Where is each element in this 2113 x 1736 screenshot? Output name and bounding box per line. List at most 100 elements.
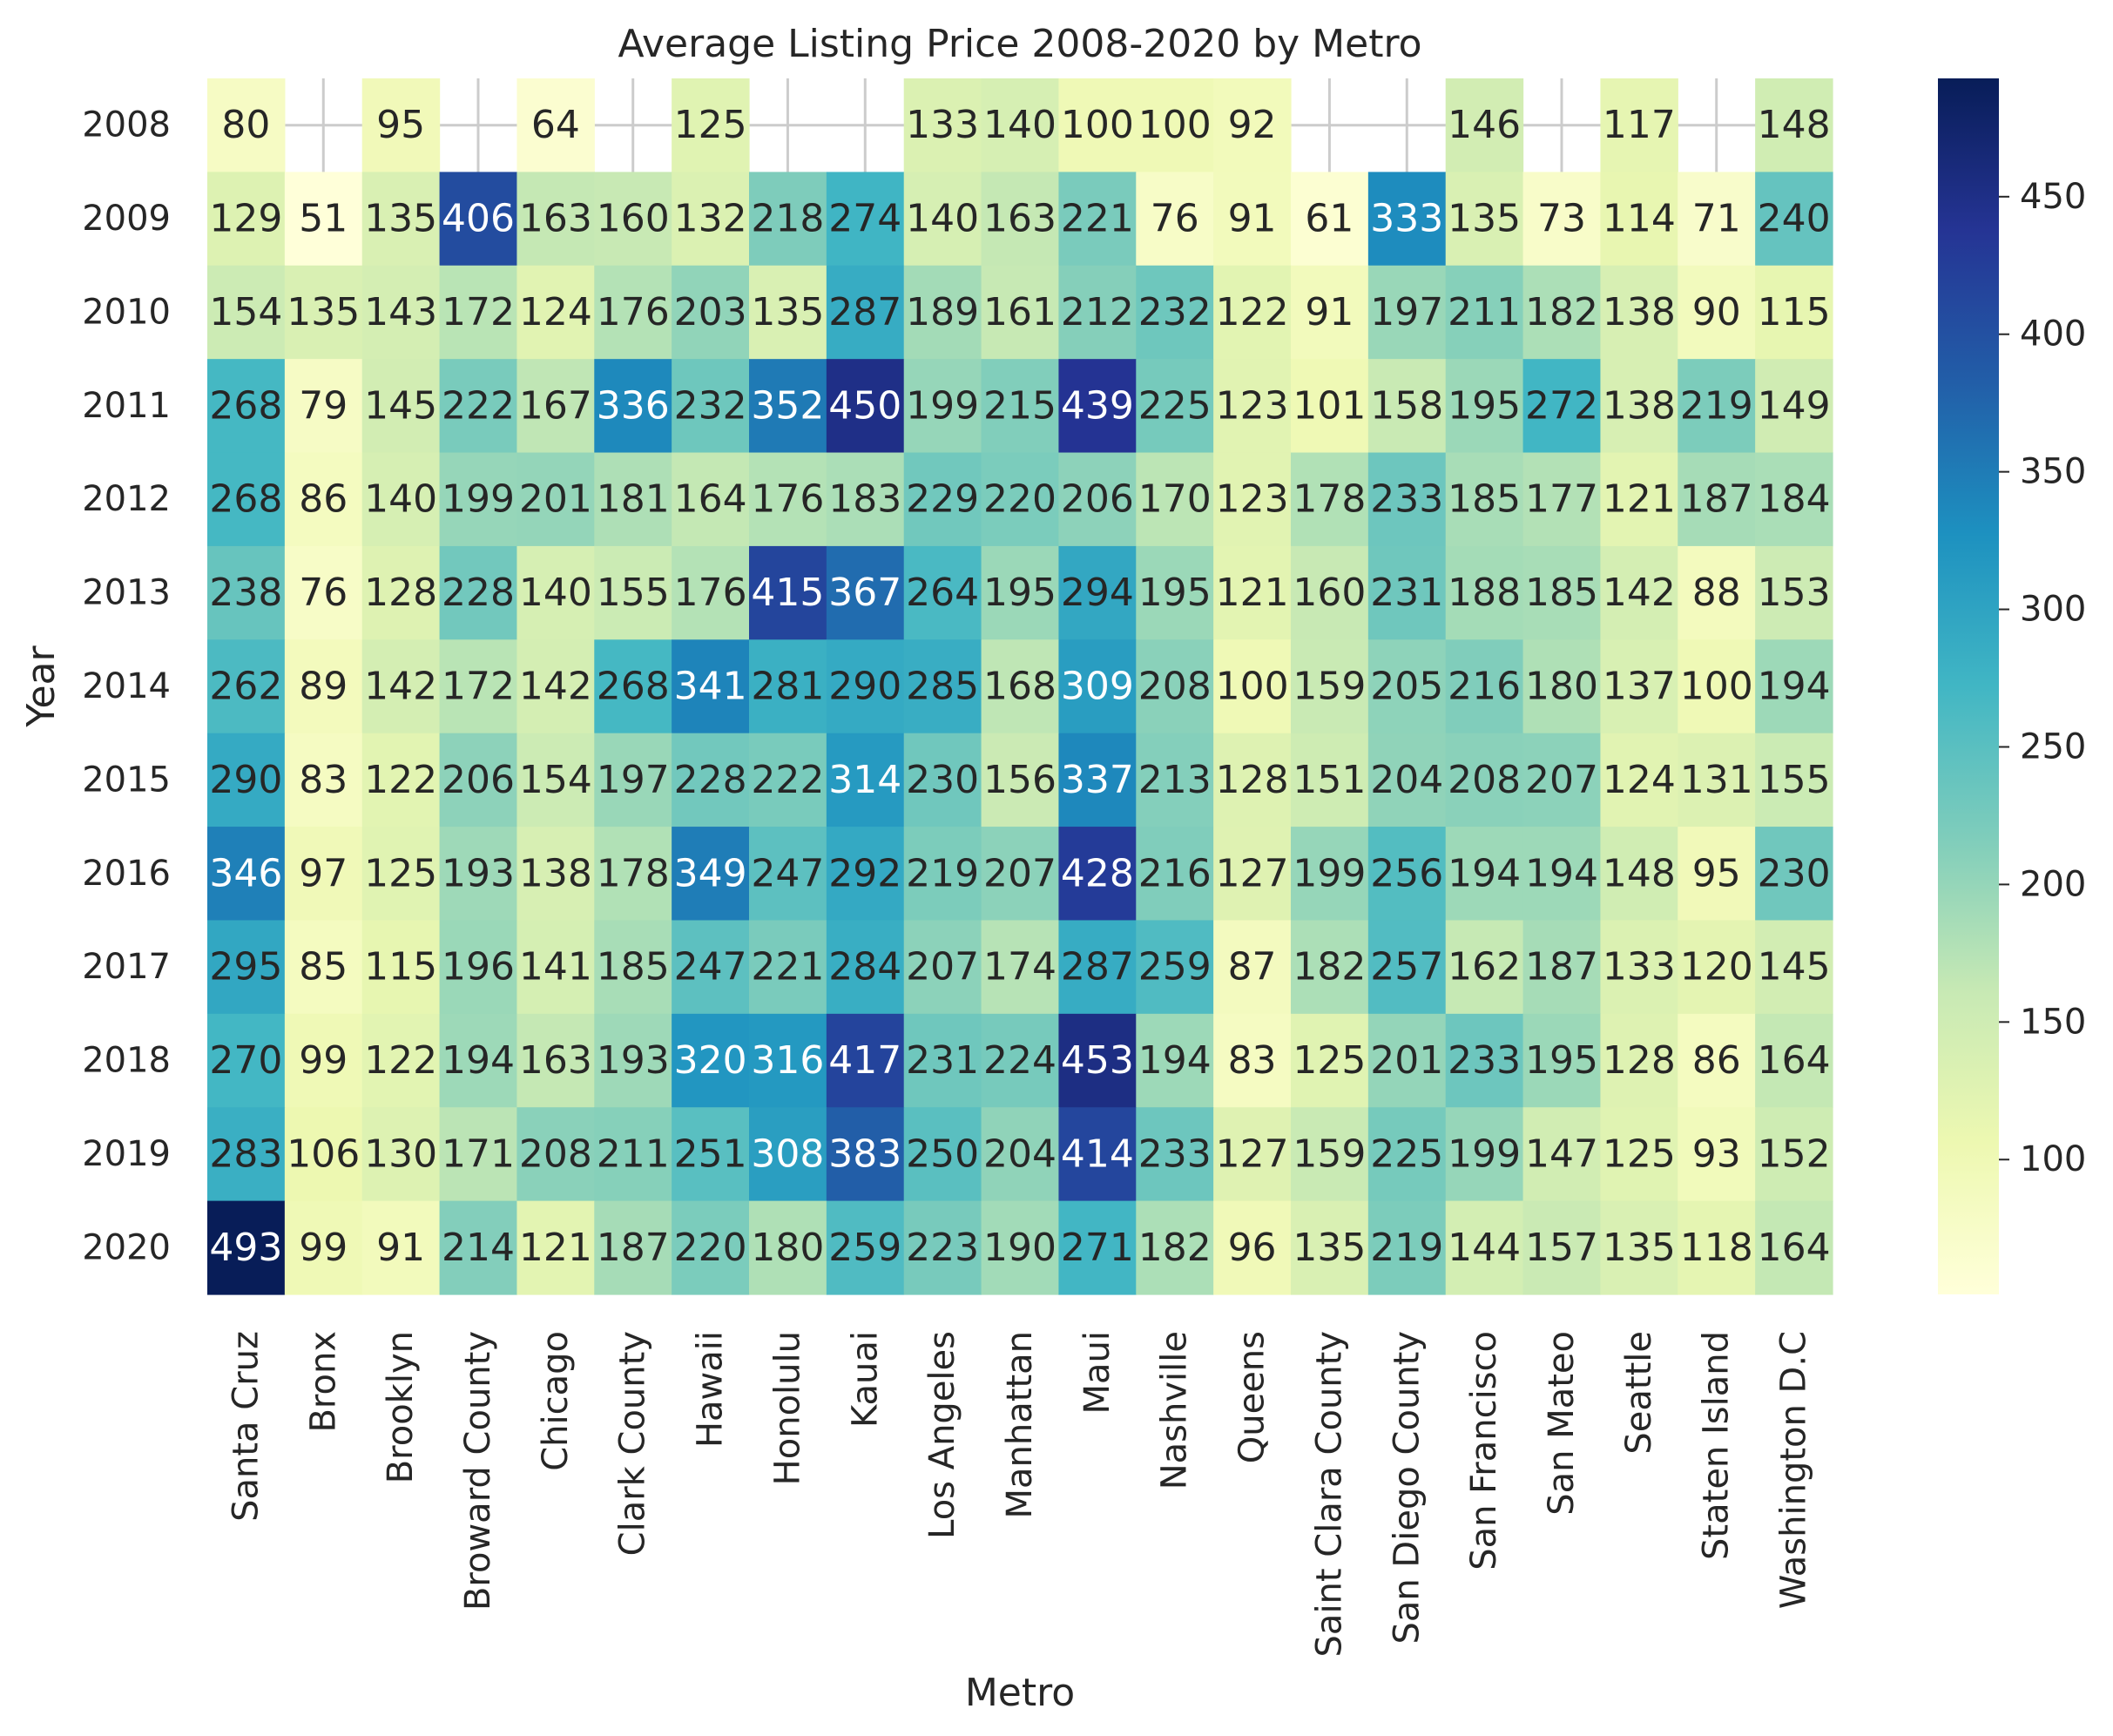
heatmap-cell [1136, 1200, 1214, 1295]
heatmap-cell [207, 172, 286, 267]
cell-value-label: 122 [1216, 290, 1289, 334]
cell-value-label: 257 [1370, 945, 1443, 990]
heatmap-cell [826, 827, 905, 922]
cell-value-label: 199 [906, 383, 979, 428]
cell-value-label: 215 [983, 383, 1056, 428]
heatmap-cell [672, 1200, 750, 1295]
cell-value-label: 158 [1370, 383, 1443, 428]
cell-value-label: 207 [983, 851, 1056, 895]
heatmap-cell [826, 265, 905, 360]
heatmap-cell [361, 172, 441, 267]
cell-value-label: 341 [674, 665, 747, 709]
heatmap-cell [1367, 452, 1447, 547]
heatmap-cells [207, 78, 1833, 1295]
heatmap-cell [1367, 172, 1447, 267]
colorbar-tick-label: 150 [2020, 1002, 2086, 1042]
cell-value-label: 156 [983, 758, 1056, 802]
cell-value-label: 86 [1692, 1038, 1741, 1083]
heatmap-cell [1522, 1107, 1602, 1202]
heatmap-cell [1136, 172, 1214, 267]
cell-value-label: 155 [1758, 758, 1831, 802]
x-tick-label: Santa Cruz [226, 1331, 266, 1522]
y-tick-label: 2012 [82, 479, 171, 519]
cell-value-label: 142 [364, 665, 437, 709]
heatmap-cell [1678, 545, 1756, 640]
cell-value-label: 118 [1680, 1226, 1753, 1270]
cell-value-label: 141 [519, 945, 592, 990]
heatmap-cell [1213, 733, 1292, 827]
y-tick-label: 2010 [82, 292, 171, 332]
heatmap-cell [1136, 545, 1214, 640]
cell-value-label: 187 [1680, 477, 1753, 522]
heatmap-cell [439, 545, 518, 640]
colorbar-tick-label: 450 [2020, 177, 2086, 217]
heatmap-cell [361, 920, 441, 1015]
heatmap-cell [903, 265, 982, 360]
heatmap-cell [1291, 172, 1369, 267]
cell-value-label: 187 [1525, 945, 1598, 990]
heatmap-cell [981, 733, 1060, 827]
cell-value-label: 268 [209, 383, 282, 428]
heatmap-cell [672, 172, 750, 267]
heatmap-cell [516, 78, 595, 172]
cell-value-label: 199 [1293, 851, 1366, 895]
x-tick-label: Broward County [458, 1331, 498, 1611]
cell-value-label: 183 [828, 477, 901, 522]
cell-value-label: 233 [1370, 477, 1443, 522]
cell-value-label: 185 [1525, 571, 1598, 615]
heatmap-cell [1755, 1013, 1833, 1108]
cell-value-label: 144 [1448, 1226, 1521, 1270]
heatmap-cell [903, 359, 982, 454]
heatmap-cell [981, 265, 1060, 360]
heatmap-cell [439, 172, 518, 267]
heatmap-cell [981, 920, 1060, 1015]
heatmap-cell [749, 265, 827, 360]
heatmap-cell [207, 639, 286, 734]
heatmap-cell [1678, 265, 1756, 360]
heatmap-cell [439, 1013, 518, 1108]
cell-value-label: 135 [1603, 1226, 1676, 1270]
cell-value-label: 309 [1061, 665, 1134, 709]
cell-value-label: 115 [1758, 290, 1831, 334]
heatmap-cell [439, 827, 518, 922]
heatmap-cell [1058, 639, 1137, 734]
heatmap-cell [1445, 827, 1524, 922]
cell-value-label: 161 [983, 290, 1056, 334]
heatmap-cell [207, 78, 286, 172]
cell-value-label: 414 [1061, 1131, 1134, 1176]
heatmap-cell [981, 545, 1060, 640]
cell-value-label: 284 [828, 945, 901, 990]
cell-value-label: 178 [597, 851, 670, 895]
heatmap-cell [1445, 452, 1524, 547]
cell-value-label: 83 [299, 758, 348, 802]
heatmap-cell [1445, 1107, 1524, 1202]
cell-value-label: 163 [519, 197, 592, 241]
heatmap-cell [1058, 265, 1137, 360]
heatmap-cell [361, 359, 441, 454]
heatmap-cell [1600, 545, 1678, 640]
cell-value-label: 264 [906, 571, 979, 615]
cell-value-label: 349 [674, 851, 747, 895]
cell-value-label: 76 [1151, 197, 1199, 241]
heatmap-cell [1367, 827, 1447, 922]
heatmap-cell [1445, 172, 1524, 267]
cell-value-label: 189 [906, 290, 979, 334]
heatmap-cell [826, 452, 905, 547]
heatmap-cell [672, 1013, 750, 1108]
cell-value-label: 117 [1603, 103, 1676, 147]
heatmap-cell [1600, 1200, 1678, 1295]
heatmap-cell [903, 1013, 982, 1108]
cell-value-label: 333 [1370, 197, 1443, 241]
cell-value-label: 233 [1448, 1038, 1521, 1083]
heatmap-cell [826, 1013, 905, 1108]
heatmap-cell [1213, 359, 1292, 454]
cell-value-label: 101 [1293, 383, 1366, 428]
heatmap-cell [1600, 1013, 1678, 1108]
cell-value-label: 148 [1603, 851, 1676, 895]
heatmap-cell [439, 359, 518, 454]
cell-value-label: 228 [674, 758, 747, 802]
cell-value-label: 195 [1448, 383, 1521, 428]
heatmap-cell [1291, 733, 1369, 827]
cell-value-label: 177 [1525, 477, 1598, 522]
heatmap-cell [1136, 827, 1214, 922]
